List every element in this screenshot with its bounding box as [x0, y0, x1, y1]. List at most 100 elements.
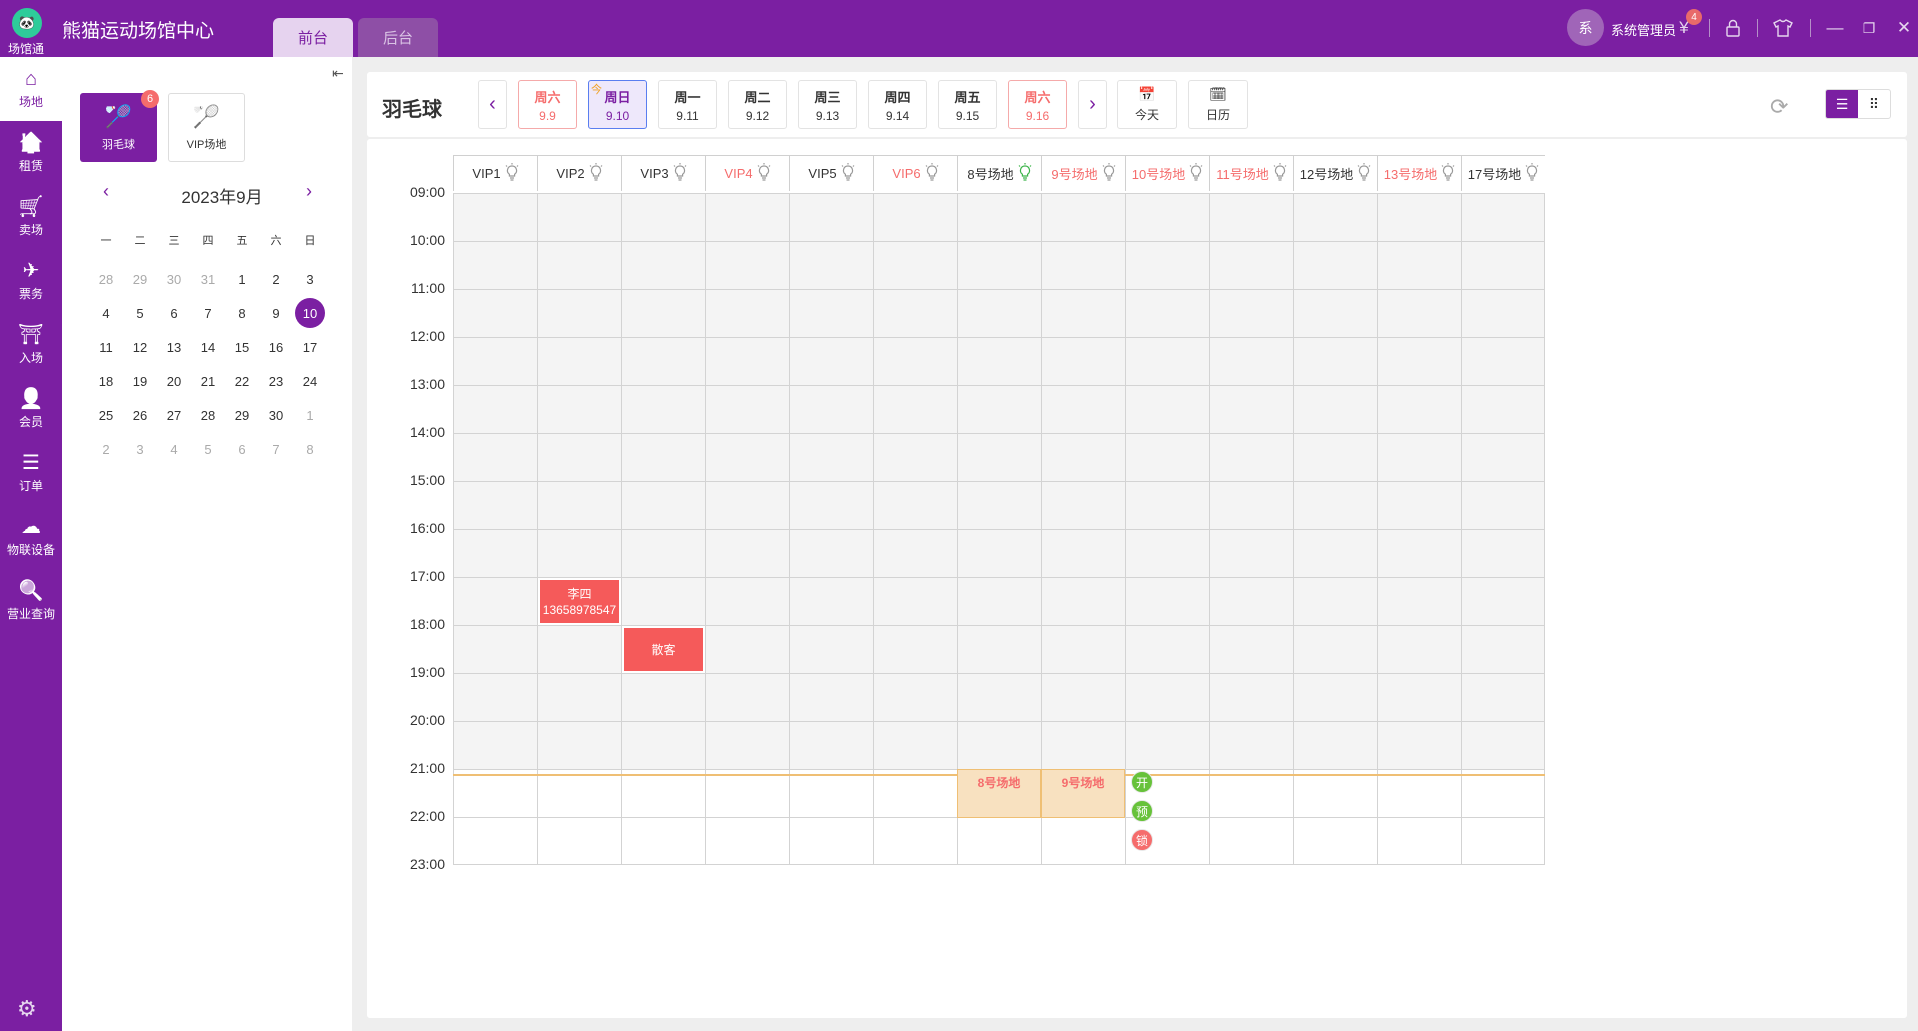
sport-vip[interactable]: 🏸 VIP场地 [168, 93, 245, 162]
calendar-day[interactable]: 5 [136, 305, 144, 321]
time-slot[interactable] [1377, 241, 1461, 289]
time-slot[interactable] [957, 289, 1041, 337]
time-slot[interactable] [705, 193, 789, 241]
time-slot[interactable] [957, 481, 1041, 529]
time-slot[interactable] [537, 433, 621, 481]
time-slot[interactable] [1125, 337, 1209, 385]
refresh-icon[interactable]: ⟳ [1770, 94, 1789, 119]
time-slot[interactable] [537, 481, 621, 529]
booking-block[interactable]: 李四 13658978547 [538, 578, 621, 625]
time-slot[interactable] [1041, 385, 1125, 433]
sidebar-item-3[interactable]: ✈ 票务 [0, 249, 62, 313]
time-slot[interactable] [1209, 481, 1293, 529]
calendar-day[interactable]: 12 [132, 339, 148, 355]
calendar-day[interactable]: 28 [200, 407, 216, 423]
time-slot[interactable] [621, 481, 705, 529]
time-slot[interactable] [1377, 193, 1461, 241]
time-slot[interactable] [957, 193, 1041, 241]
time-slot[interactable] [789, 817, 873, 865]
calendar-day[interactable]: 10 [295, 298, 325, 328]
selected-slot[interactable]: 9号场地 [1041, 769, 1125, 818]
time-slot[interactable] [1041, 193, 1125, 241]
time-slot[interactable] [537, 817, 621, 865]
time-slot[interactable] [873, 241, 957, 289]
time-slot[interactable] [453, 241, 537, 289]
time-slot[interactable] [1041, 433, 1125, 481]
time-slot[interactable] [705, 769, 789, 817]
time-slot[interactable] [1209, 193, 1293, 241]
calendar-day[interactable]: 7 [204, 305, 212, 321]
time-slot[interactable] [873, 433, 957, 481]
time-slot[interactable] [957, 241, 1041, 289]
calendar-day[interactable]: 30 [268, 407, 284, 423]
restore-icon[interactable]: ❐ [1862, 19, 1876, 36]
time-slot[interactable] [453, 433, 537, 481]
time-slot[interactable] [705, 433, 789, 481]
time-slot[interactable] [1125, 241, 1209, 289]
time-slot[interactable] [1041, 625, 1125, 673]
calendar-day[interactable]: 28 [98, 271, 114, 287]
date-button[interactable]: 周二 9.12 [728, 80, 787, 129]
time-slot[interactable] [873, 193, 957, 241]
calendar-day[interactable]: 3 [306, 271, 314, 287]
calendar-day[interactable]: 27 [166, 407, 182, 423]
time-slot[interactable] [1377, 769, 1461, 817]
time-slot[interactable] [1461, 433, 1545, 481]
lightbulb-on-icon[interactable] [1018, 163, 1032, 184]
time-slot[interactable] [1125, 721, 1209, 769]
calendar-day[interactable]: 4 [102, 305, 110, 321]
calendar-day[interactable]: 29 [234, 407, 250, 423]
time-slot[interactable] [1209, 625, 1293, 673]
time-slot[interactable] [537, 193, 621, 241]
time-slot[interactable] [537, 625, 621, 673]
time-slot[interactable] [1293, 337, 1377, 385]
time-slot[interactable] [1125, 193, 1209, 241]
time-slot[interactable] [621, 385, 705, 433]
lightbulb-off-icon[interactable] [757, 163, 771, 184]
lock-icon[interactable] [1722, 17, 1744, 39]
time-slot[interactable] [621, 289, 705, 337]
time-slot[interactable] [453, 673, 537, 721]
time-slot[interactable] [1461, 721, 1545, 769]
time-slot[interactable] [1209, 433, 1293, 481]
time-slot[interactable] [1461, 337, 1545, 385]
time-slot[interactable] [873, 385, 957, 433]
time-slot[interactable] [789, 337, 873, 385]
date-button[interactable]: 周五 9.15 [938, 80, 997, 129]
time-slot[interactable] [1293, 481, 1377, 529]
time-slot[interactable] [453, 817, 537, 865]
time-slot[interactable] [1041, 817, 1125, 865]
time-slot[interactable] [621, 193, 705, 241]
calendar-day[interactable]: 9 [272, 305, 280, 321]
time-slot[interactable] [873, 529, 957, 577]
time-slot[interactable] [1293, 433, 1377, 481]
time-slot[interactable] [957, 817, 1041, 865]
time-slot[interactable] [537, 241, 621, 289]
time-slot[interactable] [1377, 673, 1461, 721]
time-slot[interactable] [1125, 433, 1209, 481]
time-slot[interactable] [453, 193, 537, 241]
yuan-bill-icon[interactable]: ¥ [1679, 18, 1689, 37]
date-button[interactable]: 周三 9.13 [798, 80, 857, 129]
calendar-day[interactable]: 23 [268, 373, 284, 389]
time-slot[interactable] [1293, 241, 1377, 289]
time-slot[interactable] [621, 241, 705, 289]
next-month-button[interactable]: › [306, 181, 312, 201]
time-slot[interactable] [1125, 289, 1209, 337]
calendar-day[interactable]: 8 [238, 305, 246, 321]
calendar-day[interactable]: 5 [204, 441, 212, 457]
calendar-day[interactable]: 4 [170, 441, 178, 457]
time-slot[interactable] [453, 625, 537, 673]
time-slot[interactable] [1125, 481, 1209, 529]
time-slot[interactable] [1041, 337, 1125, 385]
time-slot[interactable] [1461, 529, 1545, 577]
time-slot[interactable] [1377, 289, 1461, 337]
lightbulb-off-icon[interactable] [1102, 163, 1116, 184]
calendar-day[interactable]: 16 [268, 339, 284, 355]
time-slot[interactable] [1377, 481, 1461, 529]
time-slot[interactable] [705, 625, 789, 673]
booking-block[interactable]: 散客 [622, 626, 705, 673]
date-button[interactable]: 周四 9.14 [868, 80, 927, 129]
time-slot[interactable] [1209, 673, 1293, 721]
calendar-day[interactable]: 3 [136, 441, 144, 457]
